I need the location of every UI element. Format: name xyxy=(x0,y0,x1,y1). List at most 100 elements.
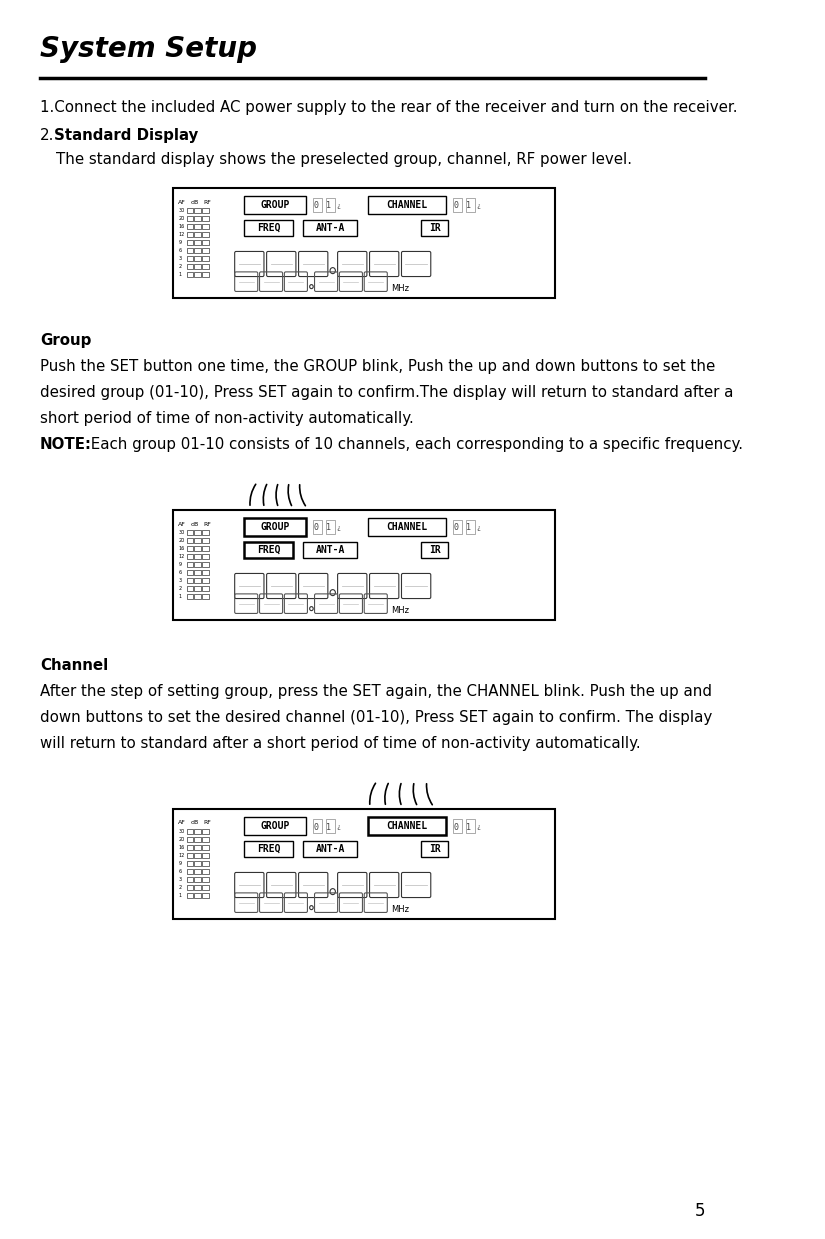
Bar xyxy=(195,893,200,898)
Text: down buttons to set the desired channel (01-10), Press SET again to confirm. The: down buttons to set the desired channel … xyxy=(40,710,712,725)
Bar xyxy=(187,248,193,253)
Bar xyxy=(195,593,200,598)
Text: 6: 6 xyxy=(178,248,182,253)
Text: 1: 1 xyxy=(466,823,471,831)
Bar xyxy=(195,264,200,269)
Text: IR: IR xyxy=(429,545,441,555)
Text: 1: 1 xyxy=(466,202,471,211)
Text: CHANNEL: CHANNEL xyxy=(387,821,428,831)
Text: FREQ: FREQ xyxy=(257,844,280,854)
Bar xyxy=(466,819,474,833)
Text: 3: 3 xyxy=(178,256,182,261)
Bar xyxy=(187,563,193,567)
Bar xyxy=(195,852,200,857)
Bar xyxy=(202,893,209,898)
Bar xyxy=(195,586,200,591)
Bar xyxy=(202,852,209,857)
Text: 0: 0 xyxy=(314,524,318,533)
Text: 0: 0 xyxy=(314,202,318,211)
Text: MHz: MHz xyxy=(391,285,409,294)
Text: 20: 20 xyxy=(178,538,185,543)
Bar xyxy=(195,885,200,890)
Bar xyxy=(244,196,306,214)
Text: 0: 0 xyxy=(454,524,459,533)
Bar xyxy=(187,861,193,866)
Bar xyxy=(202,586,209,591)
Text: Each group 01-10 consists of 10 channels, each corresponding to a specific frequ: Each group 01-10 consists of 10 channels… xyxy=(86,437,743,452)
Text: 0: 0 xyxy=(454,823,459,831)
Text: ANT-A: ANT-A xyxy=(315,545,345,555)
Bar xyxy=(202,530,209,535)
Bar xyxy=(187,579,193,584)
Bar xyxy=(195,845,200,850)
Bar xyxy=(326,198,334,212)
Text: 9: 9 xyxy=(178,240,182,245)
Bar xyxy=(244,518,306,536)
Text: GROUP: GROUP xyxy=(261,199,290,209)
Bar xyxy=(187,224,193,229)
Bar xyxy=(187,885,193,890)
Bar xyxy=(195,530,200,535)
Text: ANT-A: ANT-A xyxy=(315,844,345,854)
Text: Group: Group xyxy=(40,333,92,348)
Text: 9: 9 xyxy=(178,861,182,866)
Bar xyxy=(368,196,446,214)
Text: 12: 12 xyxy=(178,232,185,237)
Text: AF: AF xyxy=(178,199,186,204)
Bar xyxy=(202,845,209,850)
Text: 30: 30 xyxy=(178,530,185,535)
Text: 1: 1 xyxy=(466,524,471,533)
Bar xyxy=(466,198,474,212)
Text: RF: RF xyxy=(203,522,211,527)
Bar xyxy=(195,861,200,866)
Bar xyxy=(187,829,193,834)
Bar xyxy=(187,538,193,543)
Bar xyxy=(202,838,209,843)
Text: AF: AF xyxy=(178,820,186,825)
Text: 6: 6 xyxy=(178,869,182,873)
Bar xyxy=(195,563,200,567)
Text: 1.Connect the included AC power supply to the rear of the receiver and turn on t: 1.Connect the included AC power supply t… xyxy=(40,100,738,115)
Text: 6: 6 xyxy=(178,570,182,575)
Text: 1: 1 xyxy=(178,593,182,598)
Bar xyxy=(195,256,200,261)
Bar xyxy=(195,869,200,873)
Bar xyxy=(187,893,193,898)
Bar xyxy=(187,554,193,559)
Bar xyxy=(202,579,209,584)
Text: 1: 1 xyxy=(326,823,331,831)
Text: ¿: ¿ xyxy=(336,824,340,830)
Text: 1: 1 xyxy=(178,893,182,898)
Bar xyxy=(195,579,200,584)
Bar xyxy=(202,208,209,213)
Text: NOTE:: NOTE: xyxy=(40,437,92,452)
Text: 0: 0 xyxy=(314,823,318,831)
Bar xyxy=(195,538,200,543)
Bar xyxy=(187,273,193,278)
Text: After the step of setting group, press the SET again, the CHANNEL blink. Push th: After the step of setting group, press t… xyxy=(40,684,712,699)
Bar xyxy=(454,198,462,212)
Bar xyxy=(326,819,334,833)
Bar xyxy=(187,546,193,551)
Text: 5: 5 xyxy=(695,1202,705,1220)
Bar xyxy=(202,538,209,543)
Bar xyxy=(195,208,200,213)
Bar xyxy=(195,829,200,834)
Text: CHANNEL: CHANNEL xyxy=(387,522,428,532)
Text: 2: 2 xyxy=(178,586,182,591)
Text: MHz: MHz xyxy=(391,606,409,616)
Text: RF: RF xyxy=(203,199,211,204)
Text: ¿: ¿ xyxy=(476,203,480,209)
Text: IR: IR xyxy=(429,844,441,854)
Bar xyxy=(195,838,200,843)
Text: 16: 16 xyxy=(178,224,185,229)
Bar xyxy=(326,520,334,534)
Bar xyxy=(244,841,293,857)
Bar xyxy=(304,541,356,558)
Bar xyxy=(173,188,554,299)
Bar xyxy=(173,510,554,620)
Bar xyxy=(202,869,209,873)
Text: 3: 3 xyxy=(178,877,182,882)
Text: 3: 3 xyxy=(178,579,182,584)
Bar xyxy=(195,224,200,229)
